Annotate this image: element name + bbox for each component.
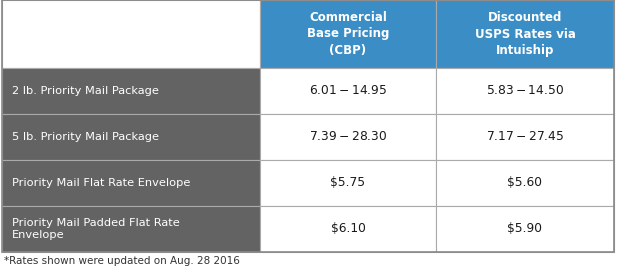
Bar (260, 114, 436, 160)
Bar (260, 160, 436, 206)
Bar (436, 0, 614, 68)
Text: $6.10: $6.10 (331, 222, 365, 235)
Bar (2, 160, 260, 206)
Text: $6.01 - $14.95: $6.01 - $14.95 (309, 85, 387, 97)
Bar (2, 114, 260, 160)
Text: $5.75: $5.75 (331, 177, 366, 189)
Bar (436, 114, 614, 160)
Bar (436, 68, 614, 114)
Text: Priority Mail Flat Rate Envelope: Priority Mail Flat Rate Envelope (12, 178, 190, 188)
Bar (2, 68, 260, 114)
Bar (2, 206, 260, 252)
Text: $5.90: $5.90 (507, 222, 543, 235)
Bar (436, 160, 614, 206)
Bar (2, 0, 260, 68)
Text: $5.83 - $14.50: $5.83 - $14.50 (486, 85, 564, 97)
Bar (260, 0, 436, 68)
Text: $7.39 - $28.30: $7.39 - $28.30 (309, 131, 387, 143)
Text: Priority Mail Padded Flat Rate
Envelope: Priority Mail Padded Flat Rate Envelope (12, 218, 180, 240)
Text: Discounted
USPS Rates via
Intuiship: Discounted USPS Rates via Intuiship (475, 11, 575, 57)
Text: $5.60: $5.60 (507, 177, 543, 189)
Text: *Rates shown were updated on Aug. 28 2016: *Rates shown were updated on Aug. 28 201… (4, 256, 240, 266)
Text: $7.17 - $27.45: $7.17 - $27.45 (486, 131, 564, 143)
Text: 2 lb. Priority Mail Package: 2 lb. Priority Mail Package (12, 86, 159, 96)
Text: 5 lb. Priority Mail Package: 5 lb. Priority Mail Package (12, 132, 159, 142)
Text: Commercial
Base Pricing
(CBP): Commercial Base Pricing (CBP) (307, 11, 389, 57)
Bar (260, 206, 436, 252)
Bar (260, 68, 436, 114)
Bar (436, 206, 614, 252)
